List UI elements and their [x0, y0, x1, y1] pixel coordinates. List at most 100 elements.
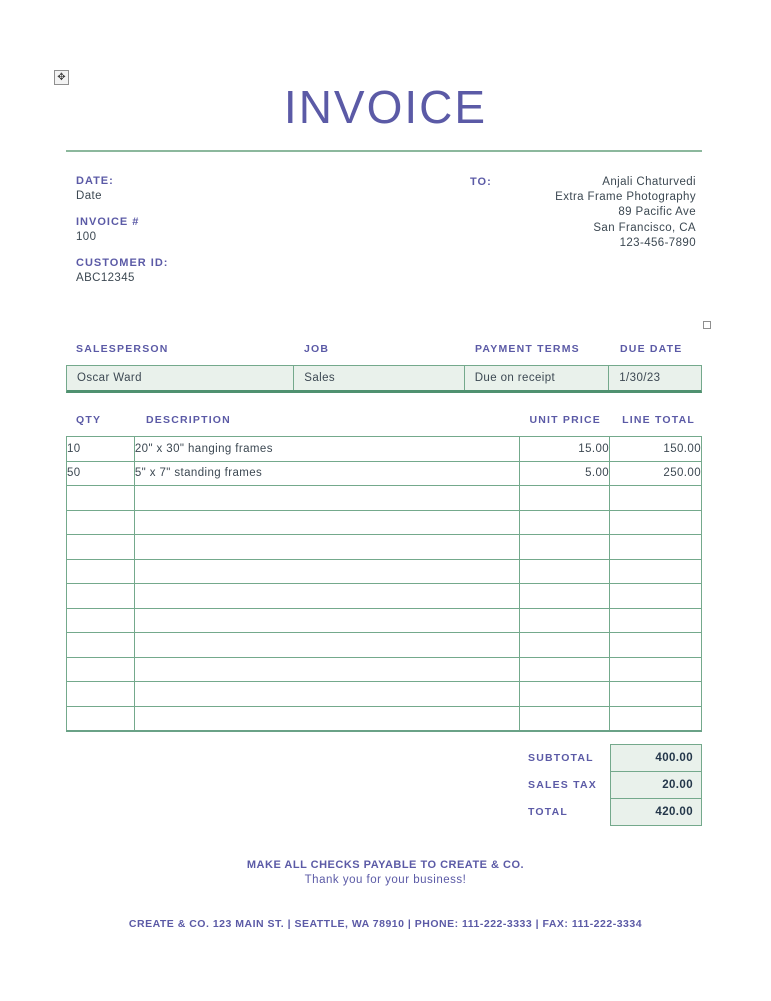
description-cell[interactable] [133, 534, 521, 560]
qty-cell[interactable] [66, 583, 135, 609]
table-row-empty [66, 705, 702, 732]
totals-section: SUBTOTAL 400.00 SALES TAX 20.00 TOTAL 42… [66, 744, 702, 826]
line-total-cell[interactable]: 150.00 [609, 436, 702, 462]
description-cell[interactable] [133, 705, 521, 732]
unit-price-cell[interactable] [519, 485, 611, 511]
description-cell[interactable] [133, 681, 521, 707]
table-resize-handle-icon[interactable] [703, 321, 711, 329]
thank-you-line: Thank you for your business! [304, 874, 467, 886]
description-cell[interactable] [133, 632, 521, 658]
salesperson-cell[interactable]: Oscar Ward [67, 366, 295, 390]
qty-cell[interactable] [66, 681, 135, 707]
subtotal-value[interactable]: 400.00 [610, 744, 702, 772]
line-total-cell[interactable] [609, 509, 702, 535]
line-total-cell[interactable] [609, 681, 702, 707]
qty-cell[interactable] [66, 607, 135, 633]
sales-table-header: SALESPERSON JOB PAYMENT TERMS DUE DATE [66, 343, 702, 355]
line-total-cell[interactable] [609, 632, 702, 658]
payment-terms-header: PAYMENT TERMS [475, 343, 580, 355]
checks-payable-line: MAKE ALL CHECKS PAYABLE TO CREATE & CO. [246, 859, 525, 871]
due-date-cell[interactable]: 1/30/23 [619, 372, 661, 384]
table-row-empty [66, 607, 702, 633]
qty-cell[interactable] [66, 534, 135, 560]
items-table-header: QTY DESCRIPTION UNIT PRICE LINE TOTAL [66, 414, 702, 426]
line-total-header: LINE TOTAL [622, 414, 695, 426]
job-header: JOB [304, 343, 330, 355]
qty-cell[interactable] [66, 485, 135, 511]
salesperson-header: SALESPERSON [76, 343, 169, 355]
date-value[interactable]: Date [76, 190, 102, 202]
company-contact-line: CREATE & CO. 123 MAIN ST. | SEATTLE, WA … [128, 918, 643, 930]
description-cell[interactable] [133, 558, 521, 584]
job-cell[interactable]: Sales [294, 366, 465, 390]
description-header: DESCRIPTION [146, 414, 231, 426]
line-total-cell[interactable] [609, 656, 702, 682]
invoice-meta: DATE: Date INVOICE # 100 CUSTOMER ID: AB… [76, 175, 168, 298]
table-row-empty [66, 681, 702, 707]
qty-cell[interactable] [66, 705, 135, 732]
unit-price-cell[interactable] [519, 632, 611, 658]
items-table-body: 10 20" x 30" hanging frames 15.00 150.00… [66, 436, 702, 732]
table-row-empty [66, 485, 702, 511]
table-row-empty [66, 632, 702, 658]
items-table: 10 20" x 30" hanging frames 15.00 150.00… [66, 436, 702, 732]
customer-id-value[interactable]: ABC12345 [76, 272, 135, 284]
line-total-cell[interactable] [609, 558, 702, 584]
invoice-number-value[interactable]: 100 [76, 231, 97, 243]
sales-tax-value[interactable]: 20.00 [610, 771, 702, 799]
table-row: 50 5" x 7" standing frames 5.00 250.00 [66, 460, 702, 486]
qty-header: QTY [76, 414, 102, 426]
description-cell[interactable]: 5" x 7" standing frames [133, 460, 521, 486]
unit-price-cell[interactable] [519, 656, 611, 682]
qty-cell[interactable] [66, 632, 135, 658]
qty-cell[interactable] [66, 558, 135, 584]
description-cell[interactable] [133, 509, 521, 535]
line-total-cell[interactable] [609, 583, 702, 609]
unit-price-cell[interactable] [519, 583, 611, 609]
description-cell[interactable] [133, 656, 521, 682]
page-title: INVOICE [283, 81, 488, 133]
bill-to-address[interactable]: Anjali Chaturvedi Extra Frame Photograph… [555, 175, 696, 251]
description-cell[interactable] [133, 607, 521, 633]
table-move-handle-icon[interactable]: ✥ [54, 70, 69, 85]
qty-cell[interactable] [66, 509, 135, 535]
line-total-cell[interactable] [609, 485, 702, 511]
to-phone: 123-456-7890 [619, 236, 696, 249]
customer-id-label: CUSTOMER ID: [76, 257, 169, 269]
table-row-empty [66, 558, 702, 584]
invoice-number-label: INVOICE # [76, 216, 140, 228]
date-label: DATE: [76, 175, 114, 187]
qty-cell[interactable]: 50 [66, 460, 135, 486]
line-total-cell[interactable] [609, 534, 702, 560]
description-cell[interactable] [133, 485, 521, 511]
line-total-cell[interactable]: 250.00 [609, 460, 702, 486]
to-city: San Francisco, CA [593, 221, 696, 234]
sales-tax-row: SALES TAX 20.00 [66, 771, 702, 799]
to-company: Extra Frame Photography [555, 191, 696, 204]
unit-price-cell[interactable] [519, 558, 611, 584]
to-label: TO: [470, 176, 492, 188]
unit-price-cell[interactable]: 5.00 [519, 460, 611, 486]
line-total-cell[interactable] [609, 607, 702, 633]
unit-price-cell[interactable] [519, 534, 611, 560]
unit-price-cell[interactable] [519, 681, 611, 707]
subtotal-row: SUBTOTAL 400.00 [66, 744, 702, 772]
unit-price-cell[interactable] [519, 607, 611, 633]
qty-cell[interactable]: 10 [66, 436, 135, 462]
table-row-empty [66, 656, 702, 682]
due-date-header: DUE DATE [620, 343, 683, 355]
total-value[interactable]: 420.00 [610, 798, 702, 826]
unit-price-header: UNIT PRICE [529, 414, 601, 426]
description-cell[interactable]: 20" x 30" hanging frames [133, 436, 521, 462]
unit-price-cell[interactable]: 15.00 [519, 436, 611, 462]
table-row-empty [66, 509, 702, 535]
header-divider [66, 150, 702, 152]
unit-price-cell[interactable] [519, 705, 611, 732]
line-total-cell[interactable] [609, 705, 702, 732]
unit-price-cell[interactable] [519, 509, 611, 535]
description-cell[interactable] [133, 583, 521, 609]
qty-cell[interactable] [66, 656, 135, 682]
to-street: 89 Pacific Ave [618, 206, 696, 219]
payment-terms-cell[interactable]: Due on receipt [465, 366, 610, 390]
